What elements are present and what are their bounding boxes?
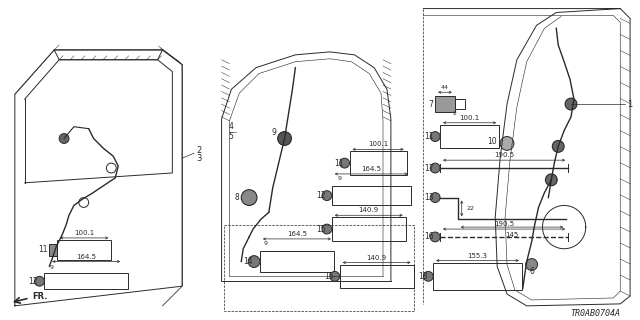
Circle shape (79, 197, 89, 207)
Circle shape (59, 133, 69, 143)
Text: 145: 145 (506, 232, 518, 238)
Text: 14: 14 (243, 257, 253, 266)
Text: 4: 4 (228, 122, 234, 131)
Circle shape (552, 140, 564, 152)
Text: 8: 8 (234, 193, 239, 202)
Bar (349, 151, 406, 175)
Bar (49, 244, 57, 256)
Text: 164.5: 164.5 (361, 166, 381, 172)
Circle shape (430, 232, 440, 242)
Text: 44: 44 (441, 85, 449, 90)
Text: 9: 9 (338, 176, 342, 181)
Bar (57, 240, 111, 260)
Bar (455, 99, 465, 109)
Text: 2: 2 (453, 111, 457, 116)
Text: 15: 15 (324, 272, 334, 281)
Bar (440, 125, 499, 148)
Text: 9: 9 (264, 241, 268, 246)
Circle shape (241, 190, 257, 205)
Circle shape (322, 191, 332, 201)
Text: 190.5: 190.5 (494, 221, 514, 227)
Text: 100.1: 100.1 (74, 230, 94, 236)
Text: 18: 18 (418, 272, 428, 281)
Text: 2: 2 (196, 146, 201, 155)
Text: 22: 22 (467, 206, 475, 211)
Circle shape (545, 174, 557, 186)
Text: 9: 9 (49, 265, 53, 270)
Circle shape (423, 271, 433, 281)
Circle shape (248, 256, 260, 268)
Text: 190.5: 190.5 (494, 152, 514, 158)
Bar (332, 217, 406, 241)
Text: FR.: FR. (33, 292, 48, 300)
Circle shape (106, 163, 116, 173)
Circle shape (340, 158, 349, 168)
Bar (260, 251, 334, 272)
Bar (340, 265, 413, 288)
Text: 5: 5 (228, 132, 234, 140)
Circle shape (35, 276, 44, 286)
Circle shape (430, 193, 440, 203)
Text: 16: 16 (424, 232, 434, 242)
Circle shape (430, 163, 440, 173)
Text: 11: 11 (334, 159, 344, 168)
Circle shape (565, 98, 577, 110)
Text: 164.5: 164.5 (287, 231, 307, 237)
Text: 10: 10 (488, 137, 497, 146)
Bar (435, 96, 455, 112)
Text: 1: 1 (627, 100, 632, 108)
Circle shape (330, 271, 340, 281)
Text: 100.1: 100.1 (460, 115, 480, 121)
Bar (44, 273, 128, 289)
Text: 11: 11 (425, 132, 434, 141)
Circle shape (525, 259, 538, 270)
Text: 6: 6 (529, 267, 534, 276)
Text: 140.9: 140.9 (367, 255, 387, 260)
Text: 13: 13 (424, 193, 434, 202)
Circle shape (430, 132, 440, 141)
Text: TR0AB0704A: TR0AB0704A (570, 309, 620, 318)
Text: 12: 12 (28, 277, 38, 286)
Text: 164.5: 164.5 (76, 254, 96, 260)
Text: 140.9: 140.9 (358, 207, 379, 213)
Circle shape (322, 224, 332, 234)
Text: 3: 3 (196, 154, 202, 163)
Text: 155.3: 155.3 (467, 253, 488, 259)
Text: 7: 7 (428, 100, 433, 108)
Bar (433, 262, 522, 290)
Text: 12: 12 (316, 191, 326, 200)
Text: 11: 11 (38, 245, 47, 254)
Circle shape (278, 132, 291, 145)
Text: 100.1: 100.1 (368, 141, 388, 148)
Bar (332, 186, 411, 205)
Text: 15: 15 (316, 225, 326, 234)
Text: 9: 9 (272, 128, 276, 137)
Circle shape (500, 137, 514, 150)
Text: 17: 17 (424, 164, 434, 172)
